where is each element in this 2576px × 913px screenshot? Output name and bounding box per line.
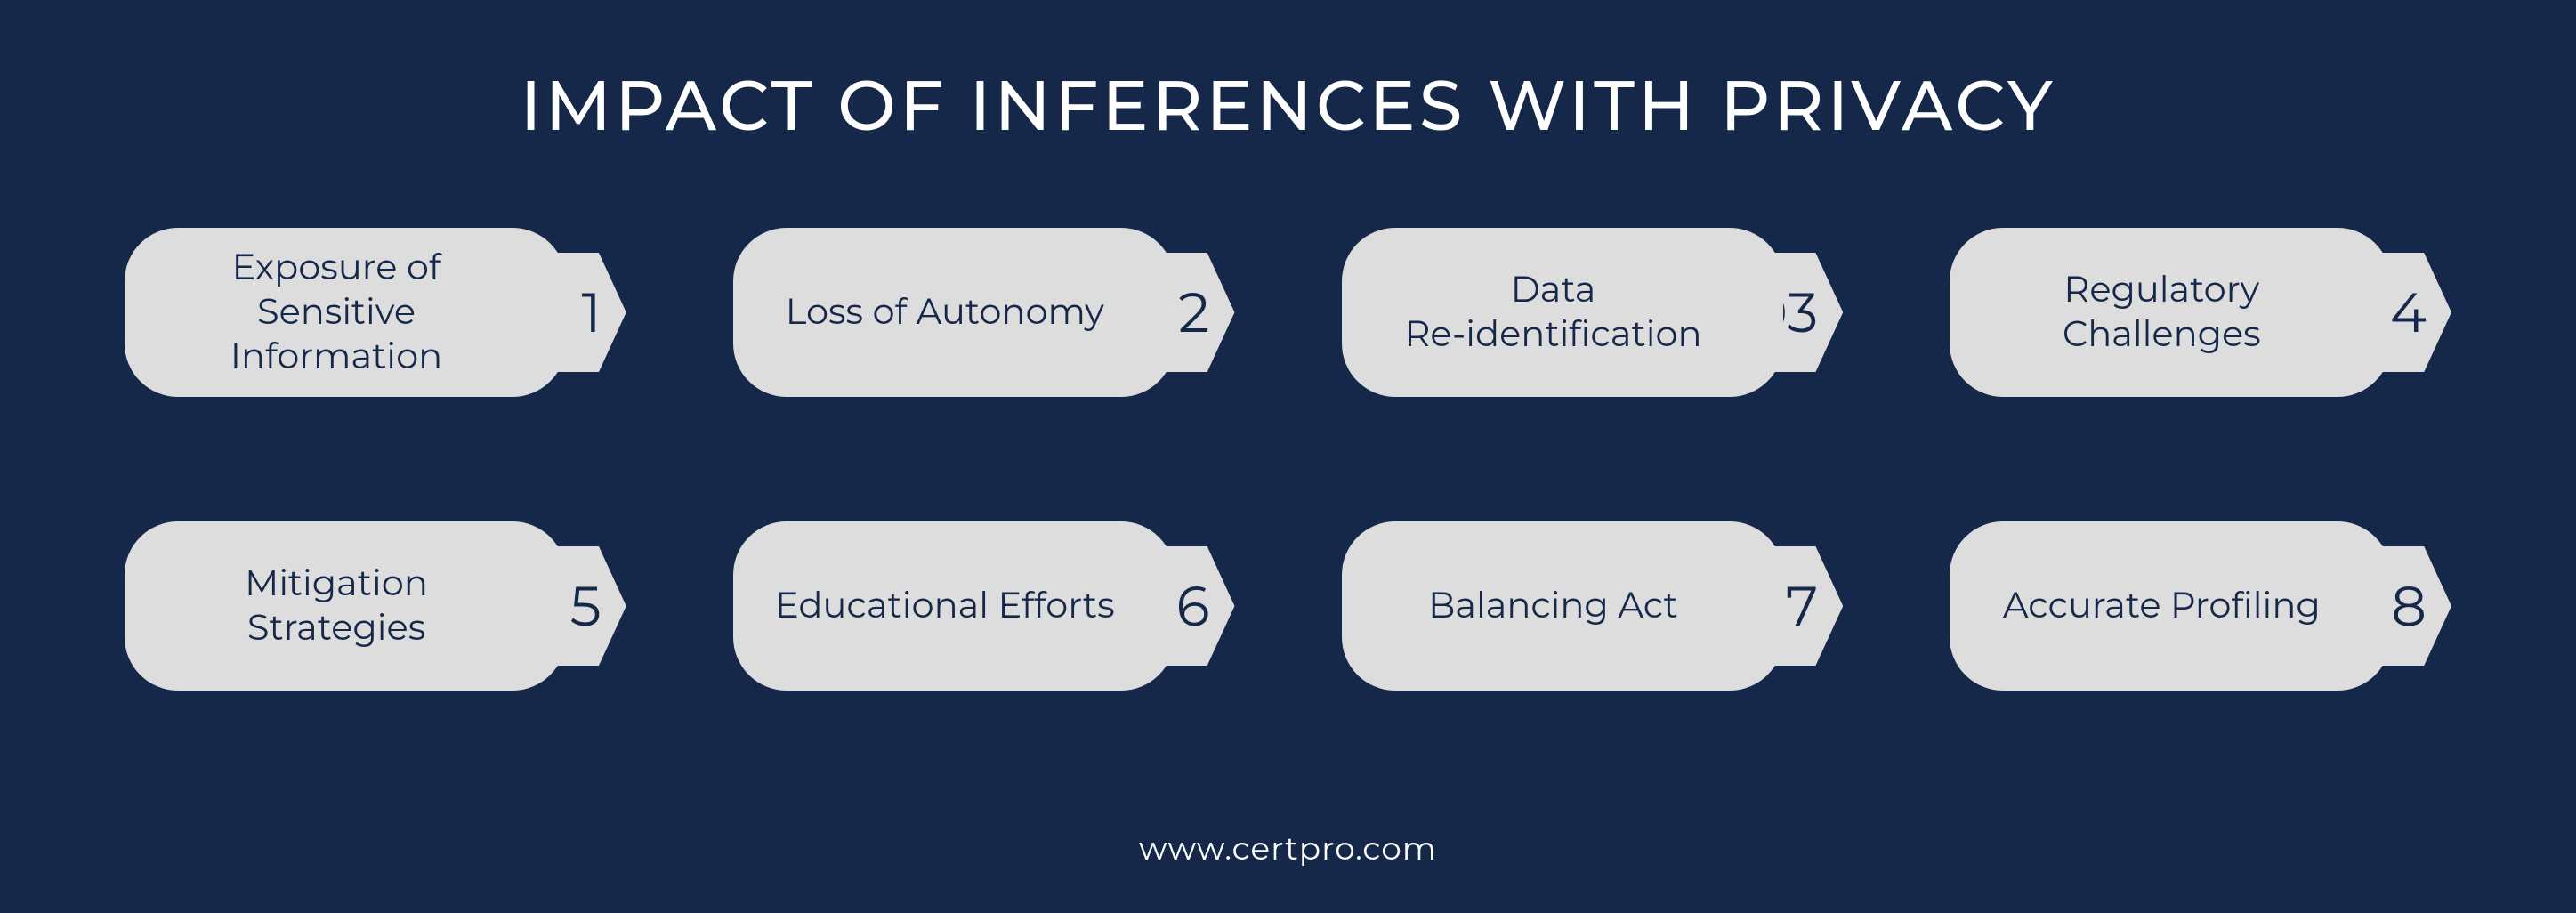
footer-url: www.certpro.com	[89, 829, 2487, 877]
item-5: Mitigation Strategies 5	[125, 521, 626, 691]
item-2: Loss of Autonomy 2	[733, 228, 1235, 397]
pill-2: Loss of Autonomy	[733, 228, 1175, 397]
pill-label-8: Accurate Profiling	[2003, 584, 2321, 628]
pill-label-2: Loss of Autonomy	[786, 290, 1104, 335]
pill-label-3: DataRe-identification	[1405, 268, 1702, 357]
pill-label-6: Educational Efforts	[775, 584, 1115, 628]
item-4: Regulatory Challenges 04	[1950, 228, 2451, 397]
pill-7: Balancing Act	[1342, 521, 1783, 691]
pill-label-4: Regulatory Challenges	[1985, 268, 2338, 357]
item-7: Balancing Act 07	[1342, 521, 1844, 691]
tag-num-2: 2	[1178, 279, 1209, 346]
pill-label-1: Exposure of Sensitive Information	[160, 246, 513, 379]
pill-8: Accurate Profiling	[1950, 521, 2391, 691]
items-grid: Exposure of Sensitive Information 1 Loss…	[89, 228, 2487, 691]
infographic-page: IMPACT OF INFERENCES WITH PRIVACY Exposu…	[0, 0, 2576, 913]
pill-6: Educational Efforts	[733, 521, 1175, 691]
item-6: Educational Efforts 06	[733, 521, 1235, 691]
item-1: Exposure of Sensitive Information 1	[125, 228, 626, 397]
pill-4: Regulatory Challenges	[1950, 228, 2391, 397]
pill-label-7: Balancing Act	[1428, 584, 1678, 628]
pill-3: DataRe-identification	[1342, 228, 1783, 397]
tag-num-5: 5	[570, 572, 602, 640]
pill-5: Mitigation Strategies	[125, 521, 566, 691]
item-3: DataRe-identification 03	[1342, 228, 1844, 397]
item-8: Accurate Profiling 08	[1950, 521, 2451, 691]
pill-label-5: Mitigation Strategies	[160, 562, 513, 650]
tag-num-1: 1	[581, 279, 601, 346]
page-title: IMPACT OF INFERENCES WITH PRIVACY	[89, 62, 2487, 148]
pill-1: Exposure of Sensitive Information	[125, 228, 566, 397]
